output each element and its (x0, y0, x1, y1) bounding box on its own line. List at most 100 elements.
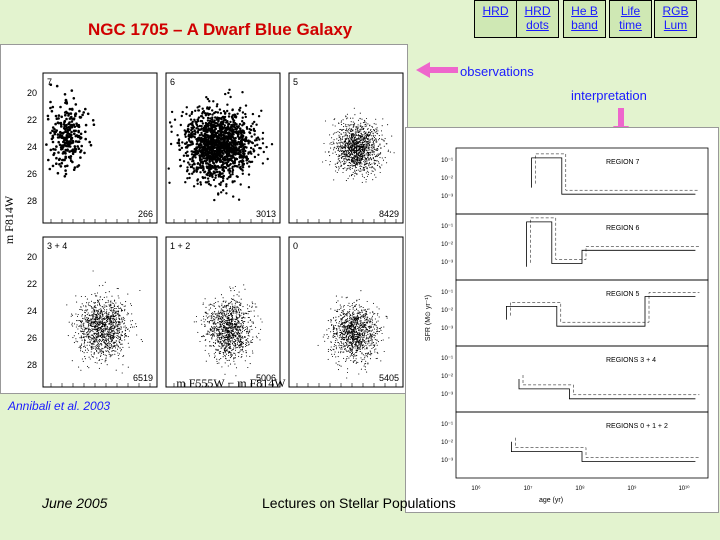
cmd-star-point (121, 372, 123, 374)
cmd-star-point (95, 306, 97, 309)
cmd-star-point (223, 337, 225, 339)
cmd-star-point (84, 333, 86, 335)
cmd-star-point (358, 131, 360, 133)
cmd-star-point (237, 317, 239, 319)
cmd-star-point (120, 337, 122, 340)
cmd-star-point (373, 167, 375, 169)
cmd-star-point (96, 362, 98, 364)
cmd-star-point (244, 104, 248, 107)
cmd-panel-count: 3013 (256, 209, 276, 219)
cmd-star-point (379, 167, 381, 169)
cmd-star-point (368, 164, 370, 166)
cmd-star-point (71, 322, 73, 324)
cmd-star-point (345, 141, 347, 143)
cmd-star-point (333, 119, 335, 121)
cmd-star-point (78, 333, 80, 335)
cmd-star-point (122, 316, 124, 318)
cmd-star-point (339, 142, 341, 144)
cmd-star-point (81, 343, 83, 345)
cmd-star-point (97, 335, 99, 337)
cmd-star-point (193, 321, 195, 323)
cmd-star-point (89, 331, 92, 333)
cmd-star-point (99, 323, 101, 325)
cmd-star-point (110, 355, 112, 357)
cmd-star-point (351, 153, 353, 155)
cmd-star-point (362, 126, 364, 128)
cmd-star-point (57, 114, 61, 117)
cmd-star-point (105, 339, 107, 341)
cmd-star-point (354, 122, 356, 124)
cmd-star-point (361, 126, 363, 129)
cmd-star-point (83, 335, 85, 337)
cmd-star-point (68, 128, 71, 132)
cmd-star-point (226, 109, 229, 113)
cmd-star-point (111, 302, 113, 304)
cmd-star-point (376, 164, 378, 166)
cmd-star-point (223, 117, 226, 120)
cmd-star-point (232, 123, 235, 126)
nav-hrd-dots-button[interactable]: HRD dots (516, 0, 559, 38)
cmd-star-point (87, 334, 89, 336)
cmd-star-point (170, 130, 173, 133)
cmd-star-point (233, 299, 235, 302)
cmd-star-point (216, 103, 219, 106)
cmd-star-point (371, 147, 373, 149)
cmd-star-point (345, 161, 347, 163)
cmd-star-point (343, 132, 345, 134)
cmd-star-point (352, 148, 354, 150)
cmd-star-point (223, 124, 226, 127)
cmd-star-point (223, 310, 225, 312)
cmd-star-point (365, 147, 367, 149)
cmd-star-point (364, 166, 366, 168)
cmd-star-point (214, 149, 217, 153)
cmd-star-point (80, 350, 82, 352)
cmd-star-point (109, 334, 111, 336)
cmd-star-point (391, 135, 393, 137)
cmd-star-point (336, 146, 338, 148)
cmd-star-point (367, 123, 369, 125)
cmd-star-point (350, 165, 352, 167)
cmd-star-point (387, 150, 389, 152)
cmd-star-point (90, 320, 92, 322)
cmd-star-point (141, 340, 143, 342)
cmd-star-point (218, 159, 222, 162)
cmd-star-point (377, 148, 379, 150)
nav-lifetime-button[interactable]: Life time (609, 0, 652, 38)
cmd-star-point (334, 163, 336, 165)
cmd-star-point (97, 310, 100, 313)
cmd-star-point (75, 313, 77, 315)
cmd-star-point (241, 336, 243, 339)
cmd-star-point (363, 155, 365, 157)
cmd-star-point (112, 309, 115, 311)
cmd-star-point (338, 157, 340, 160)
cmd-star-point (354, 169, 356, 171)
cmd-star-point (90, 342, 92, 345)
cmd-star-point (107, 334, 109, 336)
cmd-star-point (214, 297, 216, 299)
cmd-star-point (116, 306, 118, 308)
nav-rgb-lum-button[interactable]: RGB Lum (654, 0, 697, 38)
cmd-star-point (346, 156, 348, 158)
cmd-star-point (120, 318, 122, 320)
cmd-star-point (91, 347, 93, 349)
cmd-star-point (199, 171, 202, 174)
cmd-star-point (367, 132, 369, 134)
cmd-star-point (261, 162, 265, 165)
cmd-star-point (238, 160, 241, 164)
cmd-star-point (65, 123, 68, 127)
nav-hrd-button[interactable]: HRD (474, 0, 517, 38)
cmd-star-point (82, 323, 84, 325)
cmd-star-point (215, 307, 217, 310)
cmd-star-point (113, 308, 115, 310)
cmd-star-point (367, 127, 369, 130)
cmd-star-point (375, 118, 377, 120)
cmd-star-point (75, 331, 77, 334)
cmd-star-point (345, 169, 347, 171)
cmd-star-point (359, 157, 361, 159)
cmd-star-point (358, 159, 360, 161)
cmd-star-point (354, 147, 356, 149)
cmd-star-point (236, 112, 239, 116)
cmd-star-point (357, 169, 359, 171)
cmd-star-point (96, 350, 98, 353)
